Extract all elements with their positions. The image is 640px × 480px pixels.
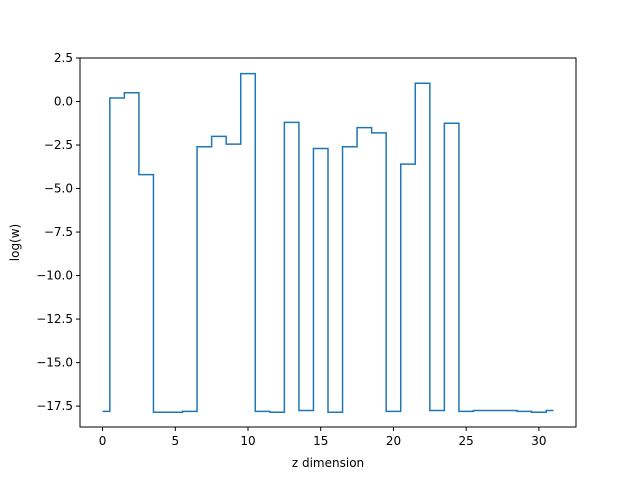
x-tick-label: 10 — [240, 434, 255, 448]
y-tick-label: −5.0 — [44, 182, 73, 196]
series-line-0 — [102, 72, 554, 413]
plot-area — [102, 72, 554, 413]
y-tick-label: −2.5 — [44, 138, 73, 152]
y-axis-label: log(w) — [8, 224, 22, 261]
y-tick-label: −10.0 — [36, 269, 73, 283]
y-tick-label: −7.5 — [44, 225, 73, 239]
x-tick-label: 5 — [171, 434, 179, 448]
y-tick-label: −12.5 — [36, 312, 73, 326]
x-tick-label: 0 — [99, 434, 107, 448]
y-tick-label: −15.0 — [36, 356, 73, 370]
y-tick-label: 0.0 — [54, 95, 73, 109]
y-axis: 2.5 0.0 −2.5 −5.0 −7.5 −10.0 −12.5 −15.0 −17.5 — [36, 51, 80, 413]
axes-frame — [79, 57, 577, 428]
x-tick-label: 30 — [531, 434, 546, 448]
y-tick-label: −17.5 — [36, 399, 73, 413]
y-tick-label: 2.5 — [54, 51, 73, 65]
x-tick-label: 15 — [313, 434, 328, 448]
x-axis-label: z dimension — [292, 456, 364, 470]
x-axis: 0 5 10 15 20 25 30 — [99, 427, 547, 448]
x-tick-label: 20 — [386, 434, 401, 448]
x-tick-label: 25 — [459, 434, 474, 448]
